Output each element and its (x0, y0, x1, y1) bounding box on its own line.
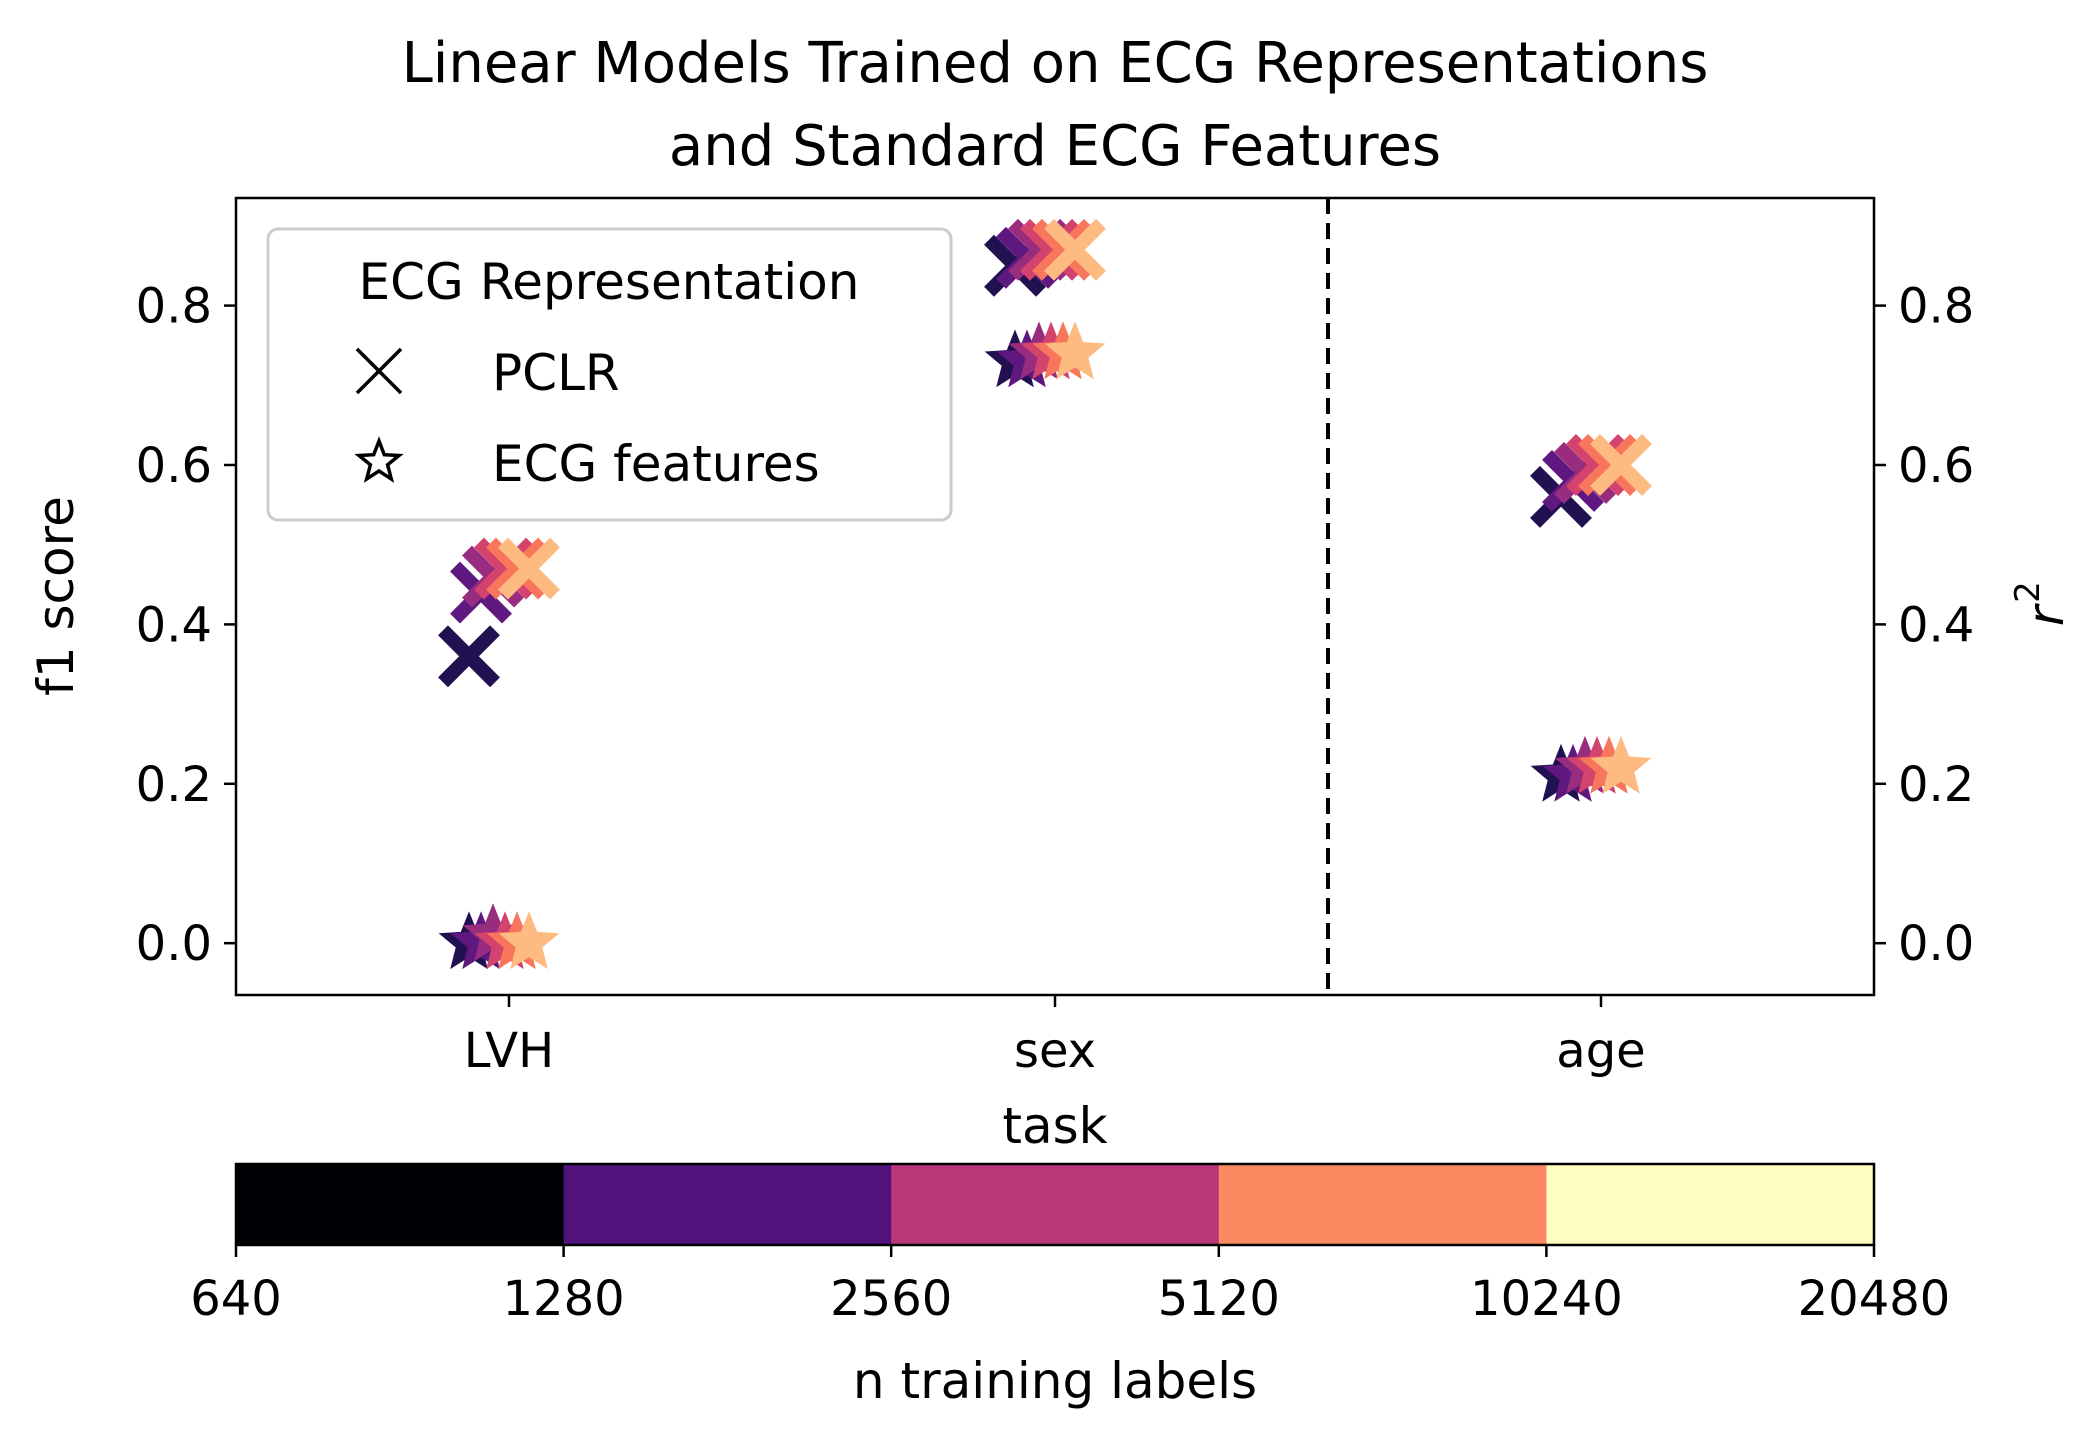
marker-ecg-features-lvh (498, 911, 560, 970)
y-axis-right: 0.0 0.2 0.4 0.6 0.8 (1874, 279, 1974, 972)
marker-pclr-sex (1020, 218, 1082, 281)
colorbar-cell (563, 1164, 892, 1245)
y-axis-left: 0.0 0.2 0.4 0.6 0.8 (136, 279, 236, 972)
x-axis: LVH sex age (464, 995, 1646, 1079)
x-tick-label-sex: sex (1014, 1023, 1096, 1079)
marker-pclr-sex (1044, 218, 1106, 281)
marker-pclr-lvh (486, 537, 548, 600)
x-tick-label-age: age (1556, 1023, 1645, 1079)
x-tick-label-lvh: LVH (464, 1023, 554, 1079)
x-axis-label: task (1002, 1097, 1107, 1155)
colorbar (236, 1164, 1875, 1245)
colorbar-cell (891, 1164, 1220, 1245)
marker-pclr-lvh (438, 625, 500, 688)
colorbar-cell (1218, 1164, 1547, 1245)
y-right-tick-label: 0.0 (1898, 916, 1974, 972)
y-axis-right-label-base: r (2017, 602, 2075, 626)
y-right-tick-label: 0.4 (1898, 597, 1974, 653)
legend-entry-pclr: PCLR (492, 344, 620, 402)
colorbar-cell (1546, 1164, 1875, 1245)
legend: ECG Representation PCLR ECG features (266, 227, 953, 522)
legend-title: ECG Representation (359, 253, 860, 311)
colorbar-tick-label: 20480 (1798, 1271, 1951, 1327)
legend-box (266, 227, 953, 522)
colorbar-tick-label: 10240 (1470, 1271, 1623, 1327)
colorbar-tick-label: 640 (190, 1271, 282, 1327)
chart-title-line-1: Linear Models Trained on ECG Representat… (402, 31, 1709, 96)
chart-title-line-2: and Standard ECG Features (669, 114, 1441, 179)
legend-x-icon (355, 347, 403, 395)
legend-entry-ecg-features: ECG features (492, 435, 820, 493)
y-right-tick-label: 0.6 (1898, 438, 1974, 494)
y-axis-right-label: r 2 (2008, 581, 2075, 626)
y-right-tick-label: 0.2 (1898, 757, 1974, 813)
colorbar-tick-label: 2560 (830, 1271, 952, 1327)
marker-pclr-sex (1032, 218, 1094, 281)
y-right-tick-label: 0.8 (1898, 279, 1974, 335)
y-axis-right-label-superscript: 2 (2008, 581, 2048, 603)
colorbar-label: n training labels (853, 1352, 1257, 1410)
data-points (438, 218, 1652, 970)
marker-pclr-lvh (498, 537, 560, 600)
y-left-tick-label: 0.8 (136, 279, 212, 335)
colorbar-ticks: 640 1280 2560 5120 10240 20480 (190, 1245, 1950, 1327)
y-left-tick-label: 0.4 (136, 597, 212, 653)
colorbar-cell (236, 1164, 565, 1245)
y-left-tick-label: 0.2 (136, 757, 212, 813)
marker-ecg-features-age (1590, 735, 1652, 794)
marker-pclr-lvh (474, 537, 536, 600)
y-left-tick-label: 0.0 (136, 916, 212, 972)
legend-star-icon (354, 436, 404, 483)
marker-pclr-age (1566, 434, 1628, 496)
y-left-tick-label: 0.6 (136, 438, 212, 494)
colorbar-tick-label: 1280 (503, 1271, 625, 1327)
colorbar-frame (234, 1162, 1876, 1247)
marker-ecg-features-sex (1044, 321, 1106, 380)
y-axis-left-label: f1 score (27, 496, 85, 696)
marker-pclr-age (1578, 434, 1640, 496)
marker-pclr-age (1590, 434, 1652, 496)
colorbar-tick-label: 5120 (1158, 1271, 1280, 1327)
